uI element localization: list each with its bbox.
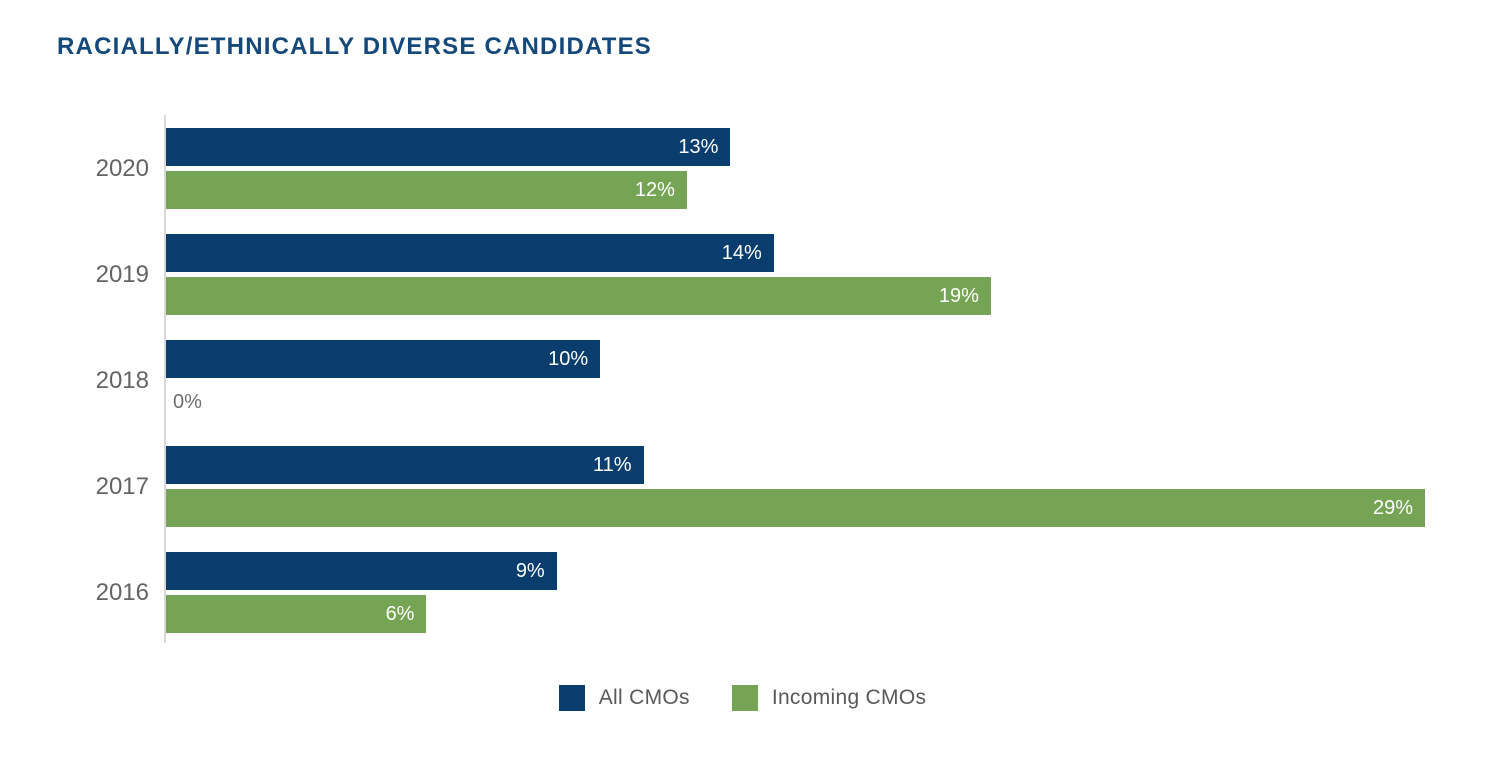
category-label-2020: 2020 <box>95 154 149 182</box>
category-label-2018: 2018 <box>95 366 149 394</box>
bar-all-cmos-2016: 9% <box>166 552 557 590</box>
bar-all-cmos-2017: 11% <box>166 446 644 484</box>
bar-all-cmos-2019: 14% <box>166 234 774 272</box>
value-label-incoming-cmos-2019: 19% <box>938 285 979 307</box>
legend-item-incoming-cmos: Incoming CMOs <box>731 685 927 711</box>
category-label-2019: 2019 <box>95 260 149 288</box>
bar-all-cmos-2020: 13% <box>166 128 731 166</box>
plot-area: 2020 13% 12% 2019 14% 19% 2018 10% 0% 2017 11% 29% 2… <box>96 115 1425 643</box>
bar-all-cmos-2018: 10% <box>166 340 601 378</box>
value-label-all-cmos-2018: 10% <box>548 348 589 370</box>
value-label-all-cmos-2020: 13% <box>678 136 719 158</box>
legend-swatch-incoming-cmos-icon <box>731 685 758 711</box>
legend-label-incoming-cmos: Incoming CMOs <box>771 686 927 709</box>
bar-incoming-cmos-2019: 19% <box>166 277 991 315</box>
legend-swatch-all-cmos-icon <box>558 685 585 711</box>
category-label-2017: 2017 <box>95 472 149 500</box>
y-axis-line <box>164 115 166 643</box>
zero-value-label-incoming-cmos-2018: 0% <box>173 391 202 413</box>
chart-title: RACIALLY/ETHNICALLY DIVERSE CANDIDATES <box>57 33 652 60</box>
value-label-incoming-cmos-2016: 6% <box>385 603 415 625</box>
bar-incoming-cmos-2020: 12% <box>166 171 687 209</box>
value-label-all-cmos-2019: 14% <box>721 242 762 264</box>
legend-item-all-cmos: All CMOs <box>558 685 690 711</box>
value-label-all-cmos-2016: 9% <box>515 560 545 582</box>
legend-label-all-cmos: All CMOs <box>598 686 690 709</box>
category-label-2016: 2016 <box>95 578 149 606</box>
legend: All CMOs Incoming CMOs <box>0 685 1485 711</box>
value-label-incoming-cmos-2020: 12% <box>634 179 675 201</box>
bar-incoming-cmos-2017: 29% <box>166 489 1425 527</box>
value-label-all-cmos-2017: 11% <box>593 454 632 476</box>
value-label-incoming-cmos-2017: 29% <box>1372 497 1413 519</box>
bar-incoming-cmos-2016: 6% <box>166 595 427 633</box>
